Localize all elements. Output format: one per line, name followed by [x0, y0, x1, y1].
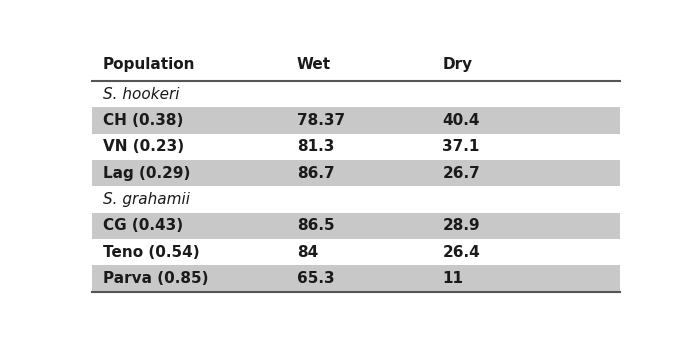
Bar [92, 107, 620, 134]
Text: 11: 11 [443, 271, 464, 286]
Text: 78.37: 78.37 [297, 113, 345, 128]
Text: 37.1: 37.1 [443, 140, 480, 154]
Text: CG (0.43): CG (0.43) [103, 219, 183, 233]
Text: Population: Population [103, 57, 195, 72]
Text: 65.3: 65.3 [297, 271, 334, 286]
Text: S. hookeri: S. hookeri [103, 87, 179, 102]
Text: VN (0.23): VN (0.23) [103, 140, 184, 154]
Text: S. grahamii: S. grahamii [103, 192, 190, 207]
Text: 40.4: 40.4 [443, 113, 480, 128]
Text: 28.9: 28.9 [443, 219, 480, 233]
Text: Parva (0.85): Parva (0.85) [103, 271, 208, 286]
Text: Teno (0.54): Teno (0.54) [103, 245, 199, 260]
Bar [92, 160, 620, 186]
Text: 84: 84 [297, 245, 318, 260]
Text: 86.7: 86.7 [297, 166, 334, 181]
Text: Lag (0.29): Lag (0.29) [103, 166, 190, 181]
Text: CH (0.38): CH (0.38) [103, 113, 183, 128]
Bar [92, 239, 620, 265]
Bar [92, 213, 620, 239]
Bar [92, 186, 620, 213]
Bar [92, 134, 620, 160]
Text: 26.4: 26.4 [443, 245, 480, 260]
Bar [92, 81, 620, 107]
Bar [92, 265, 620, 292]
Text: Dry: Dry [443, 57, 473, 72]
Text: 26.7: 26.7 [443, 166, 480, 181]
Text: 81.3: 81.3 [297, 140, 334, 154]
Text: 86.5: 86.5 [297, 219, 334, 233]
Text: Wet: Wet [297, 57, 331, 72]
